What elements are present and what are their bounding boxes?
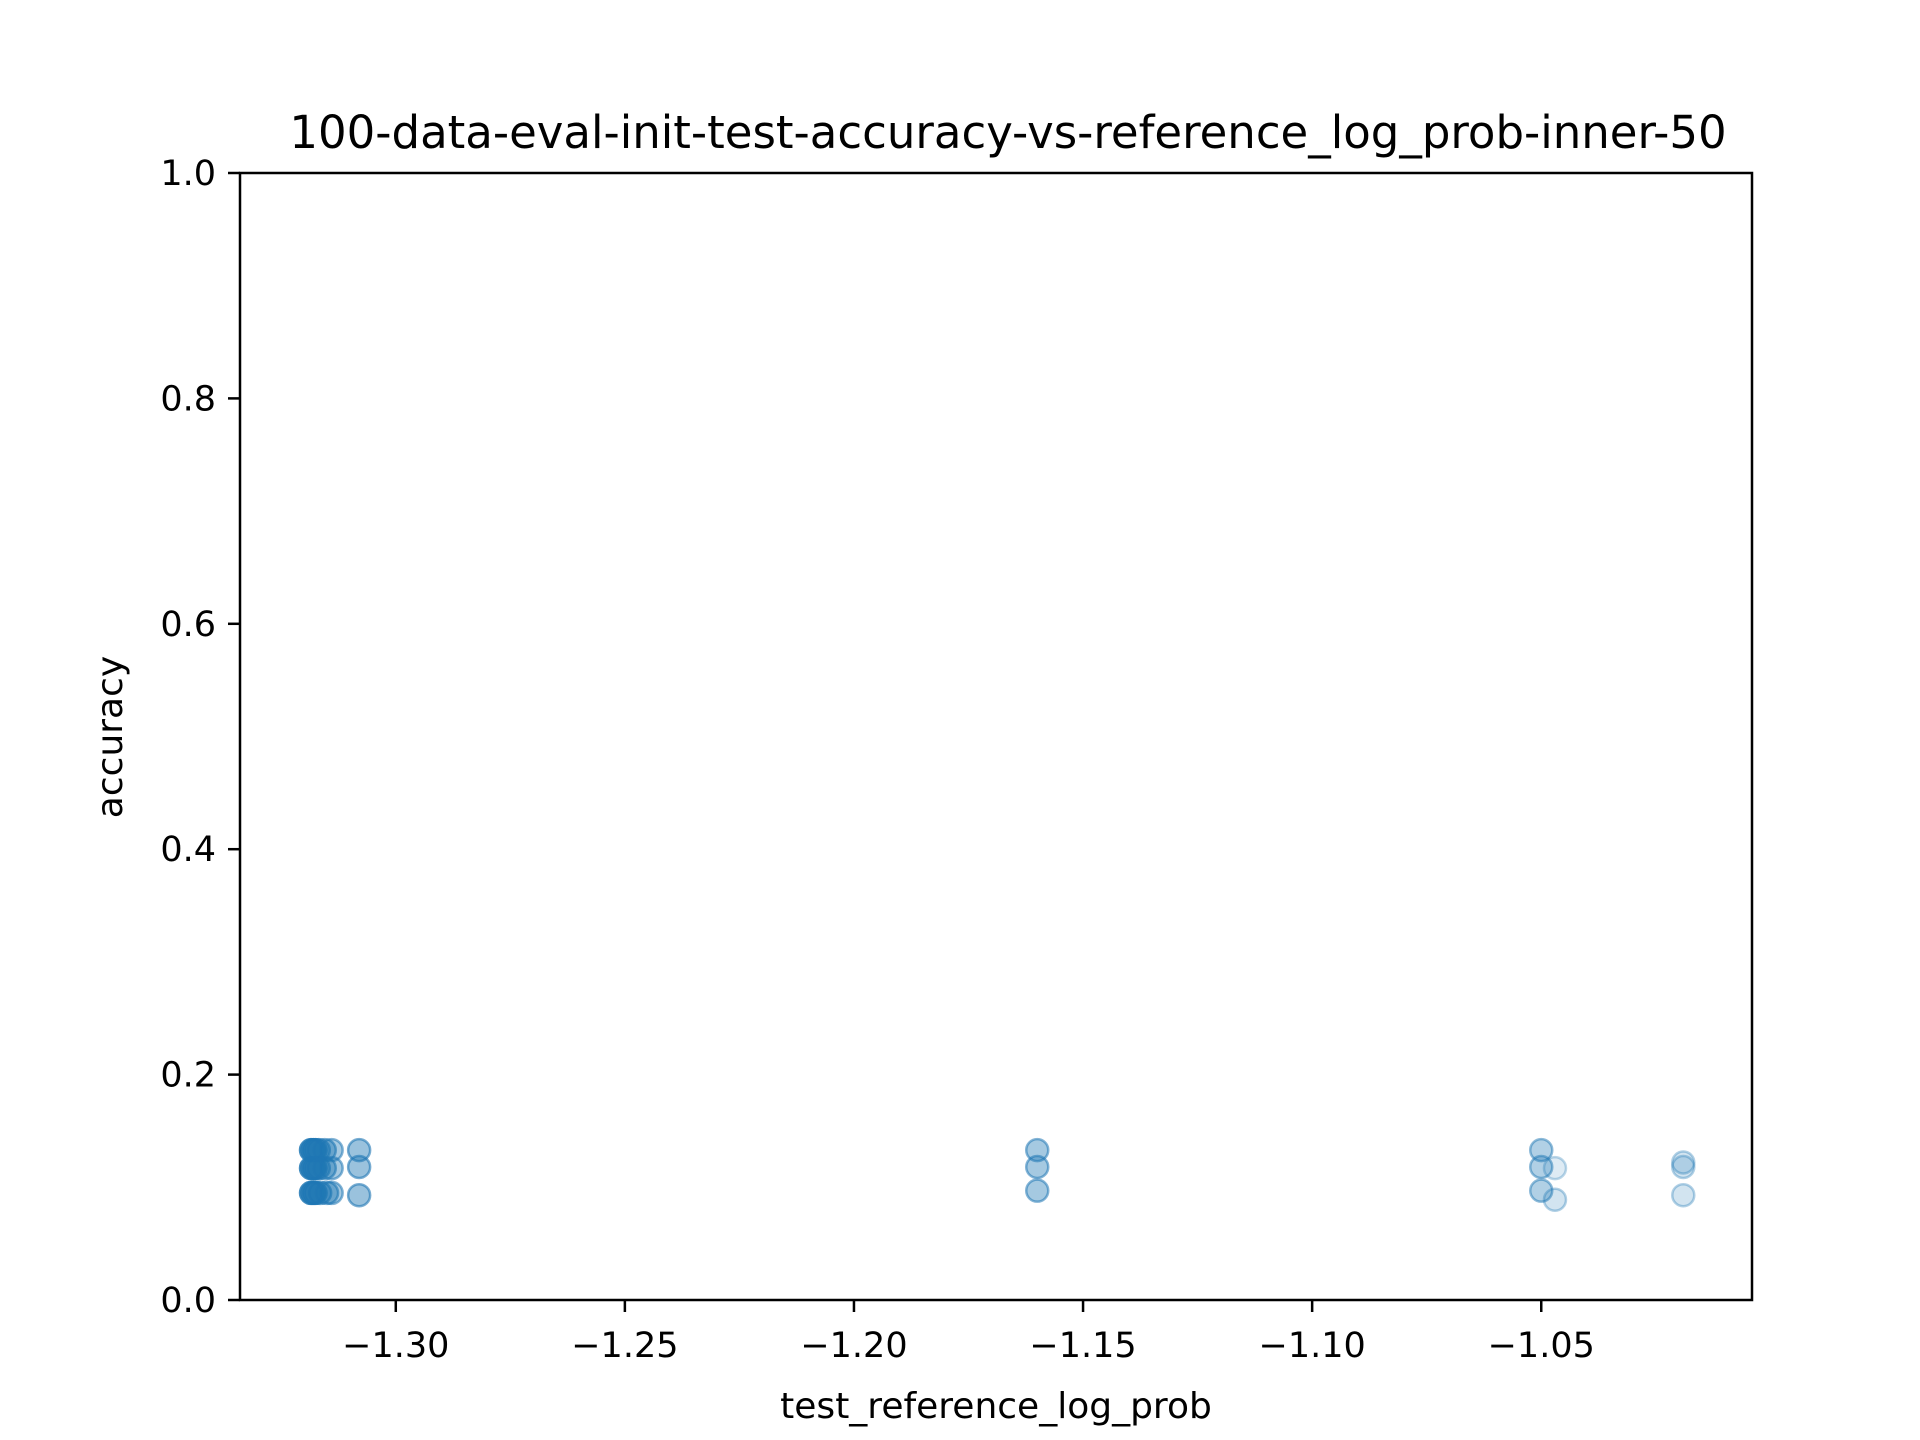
x-tick-label: −1.10 <box>1259 1326 1366 1366</box>
scatter-point <box>346 1154 372 1180</box>
scatter-point <box>306 1155 332 1181</box>
scatter-point <box>319 1137 344 1163</box>
x-tick-label: −1.15 <box>1029 1326 1136 1366</box>
scatter-point <box>346 1182 372 1208</box>
scatter-point <box>1542 1187 1568 1212</box>
y-axis-label: accuracy <box>90 656 131 818</box>
x-tick-label: −1.30 <box>342 1326 449 1366</box>
scatter-point <box>346 1137 372 1163</box>
x-axis-label: test_reference_log_prob <box>780 1386 1212 1427</box>
x-axis-ticks: −1.30 −1.25 −1.20 −1.15 −1.10 −1.05 <box>342 1300 1595 1366</box>
x-tick-label: −1.05 <box>1488 1326 1595 1366</box>
scatter-point <box>1528 1178 1554 1203</box>
y-tick-label: 0.2 <box>160 1056 216 1096</box>
y-tick-label: 1.0 <box>160 154 216 194</box>
scatter-point <box>1671 1154 1696 1180</box>
scatter-point <box>319 1155 344 1181</box>
scatter-point <box>1671 1182 1696 1208</box>
scatter-point <box>1024 1137 1050 1163</box>
y-tick-label: 0.6 <box>160 605 216 645</box>
x-tick-label: −1.20 <box>800 1326 907 1366</box>
points-layer <box>298 1137 1696 1212</box>
scatter-point <box>1528 1154 1554 1180</box>
scatter-point <box>1024 1154 1050 1180</box>
x-tick-label: −1.25 <box>571 1326 678 1366</box>
y-tick-label: 0.4 <box>160 830 216 870</box>
scatter-point <box>1671 1150 1696 1175</box>
plot-area-frame <box>238 171 1754 1302</box>
scatter-point <box>1528 1137 1554 1163</box>
y-axis-ticks: 0.0 0.2 0.4 0.6 0.8 1.0 <box>160 154 240 1321</box>
scatter-point <box>319 1180 344 1206</box>
chart-title: 100-data-eval-init-test-accuracy-vs-refe… <box>289 106 1726 159</box>
y-tick-label: 0.8 <box>160 379 216 419</box>
scatter-point <box>1024 1178 1050 1203</box>
y-tick-label: 0.0 <box>160 1281 216 1321</box>
scatter-point <box>1542 1155 1568 1181</box>
